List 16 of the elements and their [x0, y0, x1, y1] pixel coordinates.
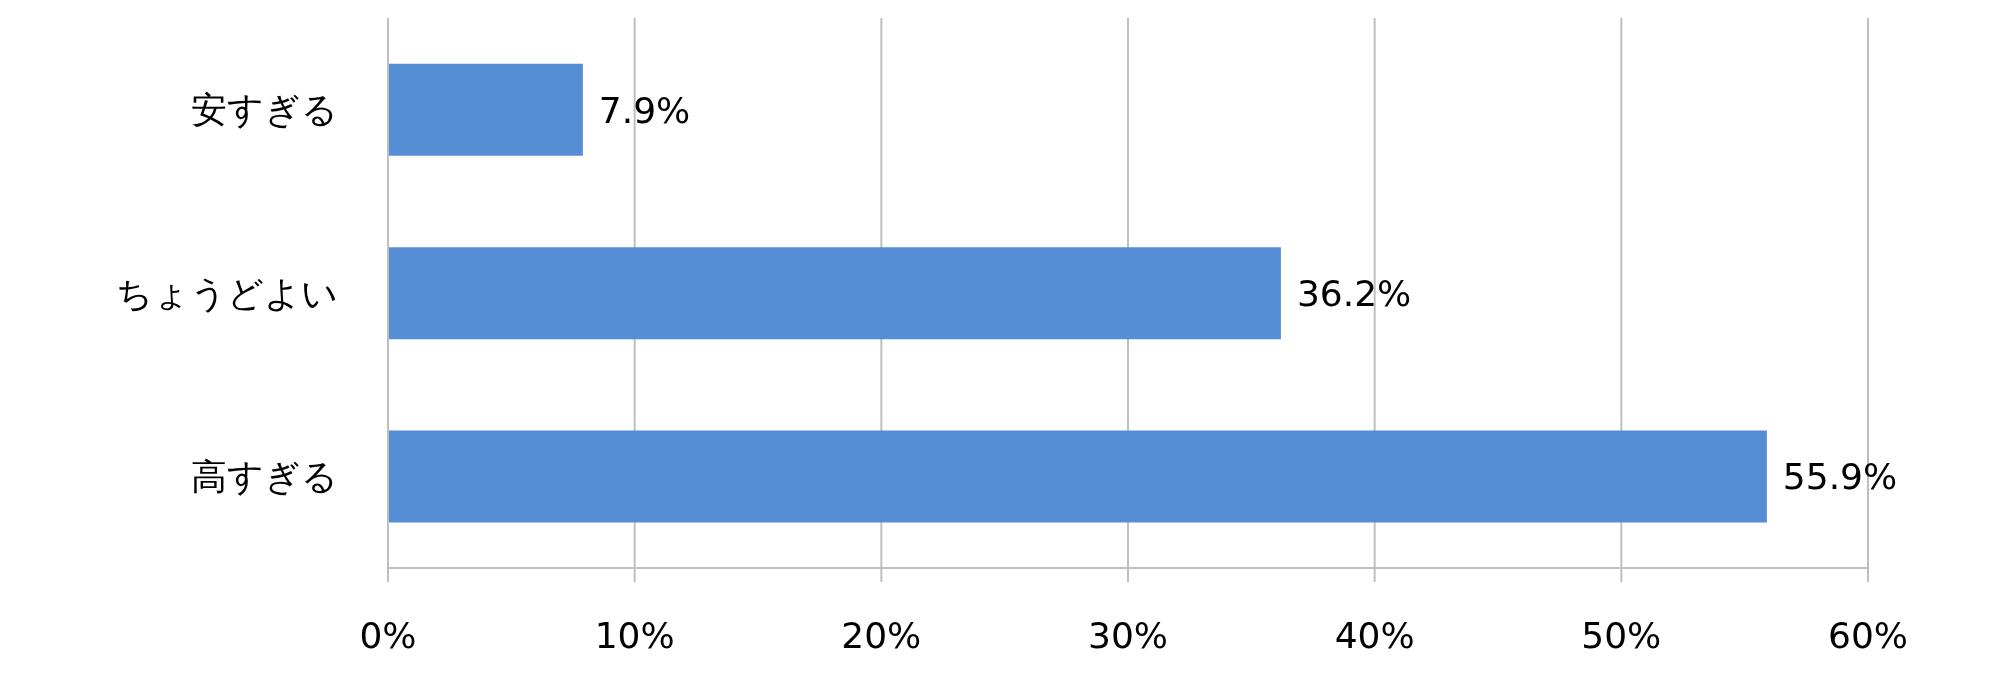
bar	[388, 430, 1767, 523]
data-label: 36.2%	[1296, 272, 1412, 314]
data-label: 55.9%	[1782, 456, 1898, 498]
data-label: 7.9%	[598, 89, 691, 131]
x-tick-label: 0%	[359, 614, 417, 656]
y-tick-label: ちょうどよい	[116, 272, 338, 314]
x-tick-label: 50%	[1581, 614, 1662, 656]
x-tick-label: 30%	[1087, 614, 1169, 656]
y-tick-label: 安すぎる	[191, 89, 338, 131]
y-tick-label: 高すぎる	[191, 456, 338, 498]
x-tick-label: 60%	[1827, 614, 1909, 656]
x-tick-label: 20%	[841, 614, 922, 656]
bar	[388, 247, 1281, 340]
bar	[388, 63, 583, 156]
x-tick-label: 10%	[594, 614, 675, 656]
x-tick-label: 40%	[1334, 614, 1415, 656]
